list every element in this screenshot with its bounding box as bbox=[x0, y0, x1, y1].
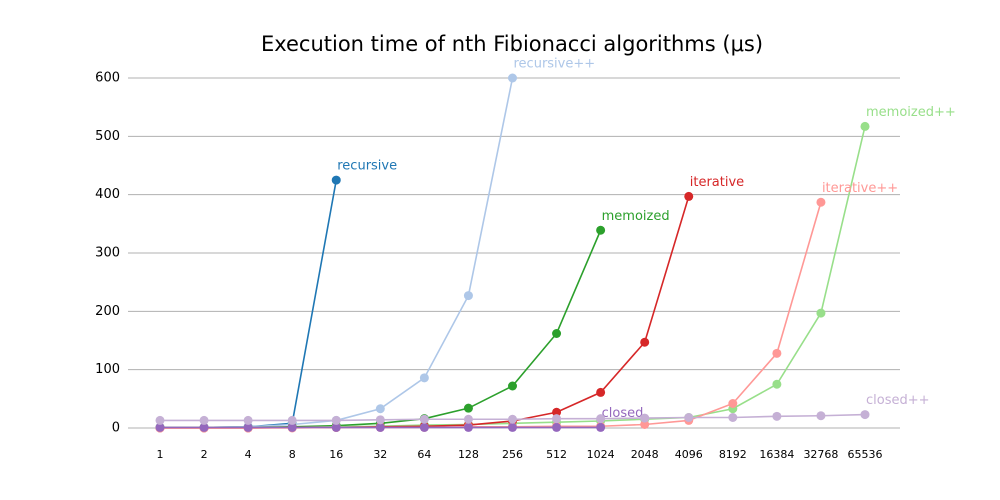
y-tick-label: 600 bbox=[95, 71, 120, 86]
data-point bbox=[243, 422, 253, 432]
series-label: memoized++ bbox=[866, 105, 956, 120]
series-label: recursive++ bbox=[514, 57, 596, 72]
series-line bbox=[160, 179, 338, 429]
x-tick-label: 128 bbox=[458, 448, 479, 461]
x-tick-label: 32768 bbox=[803, 448, 838, 461]
data-point bbox=[728, 399, 738, 408]
data-point bbox=[331, 175, 341, 185]
series-label: closed++ bbox=[866, 393, 930, 408]
series-line bbox=[160, 202, 822, 429]
data-point bbox=[552, 329, 562, 338]
series-label: iterative++ bbox=[822, 181, 898, 196]
data-point bbox=[463, 291, 473, 301]
data-point bbox=[596, 422, 606, 432]
data-point bbox=[375, 404, 385, 414]
data-point bbox=[331, 415, 341, 425]
chart-title: Execution time of nth Fibionacci algorit… bbox=[261, 32, 763, 56]
data-point bbox=[508, 381, 517, 391]
y-tick-label: 500 bbox=[95, 129, 120, 144]
x-tick-label: 8192 bbox=[719, 448, 747, 461]
data-point bbox=[419, 422, 429, 432]
data-point bbox=[508, 73, 517, 83]
x-tick-label: 8 bbox=[289, 448, 296, 461]
data-point bbox=[463, 414, 473, 424]
data-point bbox=[596, 414, 606, 424]
x-tick-label: 32 bbox=[373, 448, 387, 461]
data-point bbox=[287, 422, 297, 432]
x-tick-label: 16384 bbox=[759, 448, 794, 461]
data-point bbox=[684, 191, 694, 201]
series-label: iterative bbox=[690, 175, 744, 190]
x-tick-label: 2 bbox=[201, 448, 208, 461]
data-point bbox=[552, 414, 562, 424]
x-tick-label: 16 bbox=[329, 448, 343, 461]
x-tick-label: 1024 bbox=[587, 448, 615, 461]
data-point bbox=[728, 413, 738, 422]
data-point bbox=[155, 422, 165, 432]
data-point bbox=[375, 415, 385, 425]
y-tick-label: 400 bbox=[95, 187, 120, 202]
data-point bbox=[508, 422, 517, 432]
data-point bbox=[816, 197, 826, 207]
y-tick-label: 100 bbox=[95, 362, 120, 377]
data-point bbox=[375, 422, 385, 432]
x-tick-label: 65536 bbox=[848, 448, 883, 461]
data-point bbox=[419, 373, 429, 383]
data-point bbox=[199, 422, 209, 432]
data-point bbox=[331, 422, 341, 432]
x-tick-label: 512 bbox=[546, 448, 567, 461]
data-point bbox=[508, 414, 517, 424]
data-point bbox=[287, 415, 297, 425]
data-point bbox=[463, 422, 473, 432]
data-point bbox=[640, 337, 650, 347]
data-point bbox=[684, 413, 694, 422]
data-point bbox=[860, 121, 870, 131]
data-point bbox=[816, 411, 826, 421]
data-point bbox=[155, 415, 165, 425]
y-tick-label: 200 bbox=[95, 304, 120, 319]
x-tick-label: 1 bbox=[157, 448, 164, 461]
data-point bbox=[463, 403, 473, 413]
x-tick-label: 4096 bbox=[675, 448, 703, 461]
y-tick-label: 0 bbox=[112, 421, 120, 436]
x-tick-label: 64 bbox=[417, 448, 431, 461]
data-point bbox=[199, 415, 209, 425]
x-tick-label: 2048 bbox=[631, 448, 659, 461]
data-point bbox=[243, 415, 253, 425]
data-point bbox=[816, 308, 826, 318]
y-tick-label: 300 bbox=[95, 246, 120, 261]
data-point bbox=[596, 225, 606, 235]
series-line bbox=[160, 196, 690, 429]
data-point bbox=[772, 379, 782, 389]
series-label: memoized bbox=[602, 209, 670, 224]
x-tick-label: 256 bbox=[502, 448, 523, 461]
data-point bbox=[596, 387, 606, 397]
data-point bbox=[640, 413, 650, 423]
series-line bbox=[160, 229, 602, 429]
data-point bbox=[552, 422, 562, 432]
series-label: closed bbox=[602, 406, 644, 421]
data-point bbox=[772, 411, 782, 421]
data-point bbox=[552, 407, 562, 417]
data-point bbox=[772, 348, 782, 358]
series-label: recursive bbox=[337, 159, 397, 174]
x-tick-label: 4 bbox=[245, 448, 252, 461]
data-point bbox=[640, 420, 650, 429]
data-point bbox=[419, 414, 429, 424]
data-point bbox=[860, 410, 870, 420]
